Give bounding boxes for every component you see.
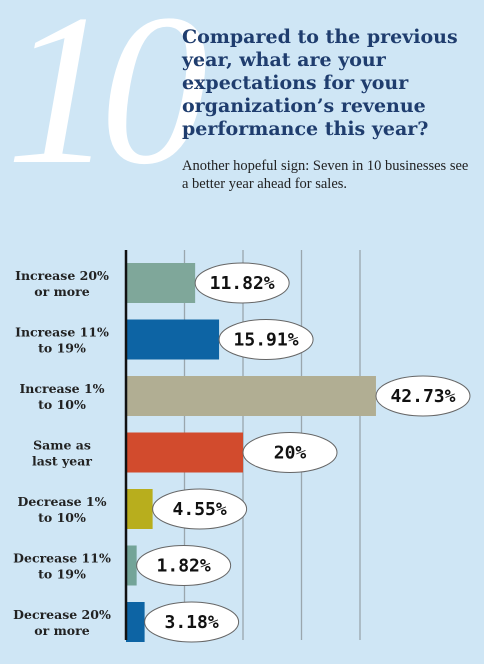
value-bubble xyxy=(136,545,232,586)
bar-row: Decrease 1% to 10% 4.55% xyxy=(18,488,248,530)
data-label: 1.82% xyxy=(157,556,211,577)
bar xyxy=(126,545,137,586)
value-bubble xyxy=(144,601,240,643)
category-label: Increase 1% to 10% xyxy=(19,381,104,412)
category-label-line: to 19% xyxy=(38,341,86,356)
category-label: Decrease 11% to 19% xyxy=(13,551,111,582)
category-label-line: Decrease 20% xyxy=(13,607,111,622)
category-label-line: Decrease 11% xyxy=(13,551,111,566)
category-label-line: to 19% xyxy=(38,567,86,582)
data-label: 4.55% xyxy=(173,499,227,520)
category-label-line: Increase 1% xyxy=(19,381,104,396)
bar-row: Same as last year 20% xyxy=(32,432,338,473)
value-bubble xyxy=(194,262,290,304)
category-label-line: last year xyxy=(32,454,92,469)
category-label: Increase 11% to 19% xyxy=(15,325,109,356)
value-bubble xyxy=(152,488,248,530)
bar xyxy=(126,376,376,416)
bar xyxy=(126,263,196,303)
question-title: Compared to the previous year, what are … xyxy=(182,26,458,140)
data-label: 11.82% xyxy=(210,273,275,294)
category-label: Increase 20% or more xyxy=(15,268,109,299)
big-number: 10 xyxy=(6,0,208,209)
bar xyxy=(126,319,220,360)
bar xyxy=(126,489,153,529)
category-label: Decrease 20% or more xyxy=(13,607,111,638)
category-label-line: Decrease 1% xyxy=(18,494,107,509)
category-label-line: to 10% xyxy=(38,510,86,525)
value-bubble xyxy=(218,319,314,360)
category-label-line: Increase 20% xyxy=(15,268,109,283)
subtitle: Another hopeful sign: Seven in 10 busine… xyxy=(182,158,469,192)
category-label: Same as last year xyxy=(32,438,92,469)
category-label-line: Increase 11% xyxy=(15,325,109,340)
bar-row: Increase 11% to 19% 15.91% xyxy=(15,319,314,360)
category-label-line: or more xyxy=(34,623,89,638)
bar-row: Increase 20% or more 11.82% xyxy=(15,262,290,304)
category-label-line: or more xyxy=(34,284,89,299)
category-label-line: to 10% xyxy=(38,397,86,412)
bar xyxy=(126,602,145,642)
data-label: 15.91% xyxy=(234,330,299,351)
data-label: 42.73% xyxy=(390,386,455,407)
bar xyxy=(126,432,243,473)
bar-row: Increase 1% to 10% 42.73% xyxy=(19,375,471,417)
bar-row: Decrease 20% or more 3.18% xyxy=(13,601,240,643)
value-bubble xyxy=(375,375,471,417)
data-label: 20% xyxy=(274,443,307,464)
category-label: Decrease 1% to 10% xyxy=(18,494,107,525)
bar-row: Decrease 11% to 19% 1.82% xyxy=(13,545,232,586)
category-label-line: Same as xyxy=(33,438,91,453)
value-bubble xyxy=(242,432,338,473)
data-label: 3.18% xyxy=(165,612,219,633)
